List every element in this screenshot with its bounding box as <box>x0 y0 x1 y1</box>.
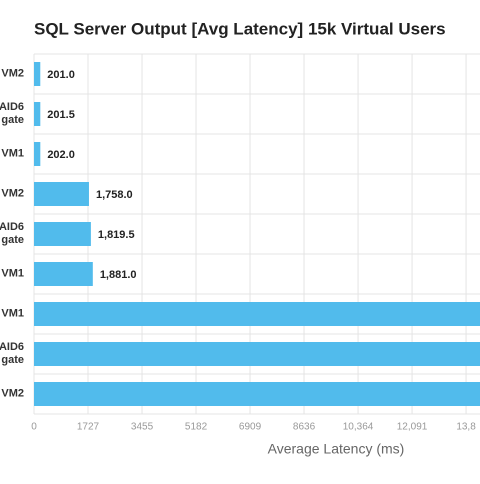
x-tick-label: 8636 <box>293 422 316 433</box>
y-tick-label: AID6 gate <box>0 341 24 366</box>
x-tick-label: 12,091 <box>397 422 428 433</box>
value-label: 1,758.0 <box>96 189 133 201</box>
bar <box>34 102 41 126</box>
y-tick-label: VM1 <box>1 267 24 280</box>
value-label: 1,881.0 <box>100 269 137 281</box>
x-tick-label: 1727 <box>77 422 100 433</box>
bar <box>34 302 480 326</box>
x-axis-title: Average Latency (ms) <box>268 441 405 457</box>
x-tick-label: 10,364 <box>343 422 374 433</box>
y-tick-label: VM1 <box>1 307 24 320</box>
value-label: 201.5 <box>47 109 75 121</box>
value-label: 1,819.5 <box>98 229 135 241</box>
bar <box>34 222 91 246</box>
y-tick-label: VM2 <box>1 387 24 400</box>
y-tick-label: AID6 gate <box>0 101 24 126</box>
value-label: 201.0 <box>47 69 75 81</box>
y-tick-label: VM2 <box>1 187 24 200</box>
y-tick-label: AID6 gate <box>0 221 24 246</box>
x-tick-label: 5182 <box>185 422 208 433</box>
value-label: 202.0 <box>47 149 75 161</box>
bar <box>34 142 41 166</box>
x-tick-label: 3455 <box>131 422 154 433</box>
y-tick-label: VM2 <box>1 67 24 80</box>
bar <box>34 262 93 286</box>
x-tick-label: 13,8 <box>456 422 476 433</box>
y-tick-label: VM1 <box>1 147 24 160</box>
chart-title: SQL Server Output [Avg Latency] 15k Virt… <box>34 19 446 38</box>
bar <box>34 182 89 206</box>
bar <box>34 382 480 406</box>
bar <box>34 342 480 366</box>
bar <box>34 62 41 86</box>
x-tick-label: 6909 <box>239 422 262 433</box>
x-tick-label: 0 <box>31 422 37 433</box>
